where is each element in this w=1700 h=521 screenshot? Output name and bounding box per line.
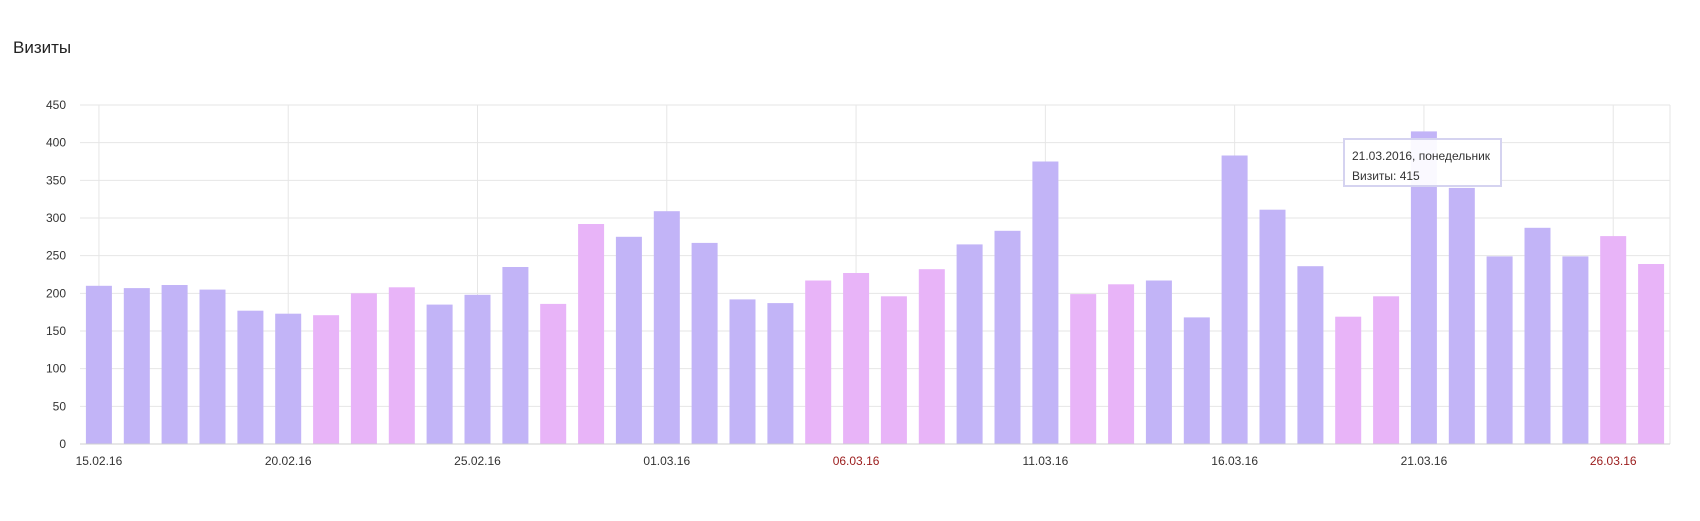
- x-tick-label: 01.03.16: [643, 454, 690, 468]
- bar-15.02[interactable]: [85, 285, 112, 444]
- y-tick-label: 0: [59, 437, 66, 451]
- bar-05.03[interactable]: [805, 280, 832, 445]
- y-tick-label: 450: [46, 98, 66, 112]
- y-tick-label: 250: [46, 249, 66, 263]
- bar-22.03[interactable]: [1448, 187, 1475, 444]
- bar-06.03[interactable]: [843, 273, 870, 444]
- bar-18.03[interactable]: [1297, 266, 1324, 444]
- bar-11.03[interactable]: [1032, 161, 1059, 445]
- bar-29.02[interactable]: [615, 236, 642, 444]
- bar-19.03[interactable]: [1335, 316, 1362, 444]
- bar-01.03[interactable]: [653, 211, 680, 444]
- y-tick-label: 100: [46, 362, 66, 376]
- bar-22.02[interactable]: [350, 293, 377, 444]
- y-tick-label: 400: [46, 136, 66, 150]
- bar-18.02[interactable]: [199, 289, 226, 444]
- bar-25.03[interactable]: [1562, 256, 1589, 444]
- bar-03.03[interactable]: [729, 299, 756, 444]
- bar-21.02[interactable]: [313, 315, 340, 444]
- bar-24.02[interactable]: [426, 304, 453, 444]
- y-tick-label: 350: [46, 173, 66, 187]
- bar-02.03[interactable]: [691, 242, 718, 444]
- bars-group: [85, 131, 1665, 445]
- bar-10.03[interactable]: [994, 230, 1021, 444]
- x-tick-label: 11.03.16: [1022, 454, 1068, 468]
- x-tick-label: 21.03.16: [1401, 454, 1448, 468]
- x-tick-label: 06.03.16: [833, 454, 880, 468]
- y-tick-label: 50: [53, 399, 67, 413]
- bar-25.02[interactable]: [464, 294, 491, 444]
- bar-19.02[interactable]: [237, 310, 264, 444]
- y-tick-label: 150: [46, 324, 66, 338]
- bar-08.03[interactable]: [918, 269, 945, 444]
- x-tick-label: 15.02.16: [76, 454, 123, 468]
- y-axis-ticks: 0 50 100 150 200 250 300 350 400 450: [46, 98, 66, 451]
- bar-20.02[interactable]: [275, 313, 302, 444]
- bar-07.03[interactable]: [880, 296, 907, 444]
- x-tick-label: 20.02.16: [265, 454, 312, 468]
- bar-16.02[interactable]: [123, 288, 150, 444]
- x-tick-label: 25.02.16: [454, 454, 501, 468]
- bar-14.03[interactable]: [1145, 280, 1172, 445]
- y-tick-label: 200: [46, 286, 66, 300]
- bar-28.02[interactable]: [578, 224, 605, 444]
- bar-12.03[interactable]: [1070, 294, 1097, 444]
- bar-17.03[interactable]: [1259, 209, 1286, 444]
- bar-04.03[interactable]: [767, 303, 794, 444]
- bar-26.03[interactable]: [1600, 236, 1627, 444]
- x-tick-label: 26.03.16: [1590, 454, 1637, 468]
- bar-23.02[interactable]: [388, 287, 415, 444]
- bar-tooltip: 21.03.2016, понедельник Визиты: 415: [1343, 138, 1502, 187]
- chart-title: Визиты: [13, 38, 72, 57]
- bar-24.03[interactable]: [1524, 227, 1551, 444]
- bar-17.02[interactable]: [161, 285, 188, 444]
- bar-09.03[interactable]: [956, 244, 983, 444]
- bar-15.03[interactable]: [1183, 317, 1210, 444]
- x-tick-label: 16.03.16: [1211, 454, 1258, 468]
- bar-20.03[interactable]: [1373, 296, 1400, 444]
- bar-16.03[interactable]: [1221, 155, 1248, 445]
- y-tick-label: 300: [46, 211, 66, 225]
- bar-27.02[interactable]: [540, 303, 567, 444]
- bar-26.02[interactable]: [502, 267, 529, 444]
- x-axis-ticks: 15.02.16 20.02.16 25.02.16 01.03.16 06.03.16…: [76, 454, 1637, 468]
- bar-13.03[interactable]: [1108, 284, 1135, 444]
- bar-27.03[interactable]: [1638, 264, 1665, 444]
- tooltip-value: Визиты: 415: [1352, 169, 1420, 183]
- tooltip-date: 21.03.2016, понедельник: [1352, 149, 1491, 163]
- bar-23.03[interactable]: [1486, 256, 1513, 444]
